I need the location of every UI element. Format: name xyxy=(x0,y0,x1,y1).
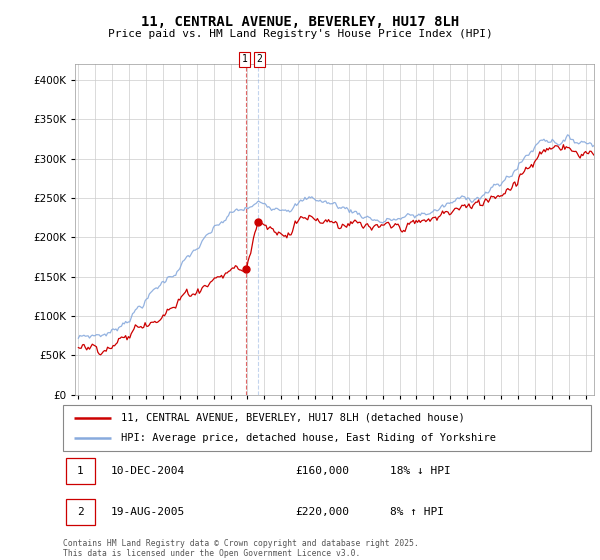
Text: 19-AUG-2005: 19-AUG-2005 xyxy=(110,507,185,517)
Text: 2: 2 xyxy=(257,54,263,64)
Text: £220,000: £220,000 xyxy=(295,507,349,517)
Text: 2: 2 xyxy=(77,507,83,517)
Text: 8% ↑ HPI: 8% ↑ HPI xyxy=(391,507,445,517)
FancyBboxPatch shape xyxy=(65,459,95,484)
FancyBboxPatch shape xyxy=(63,405,591,451)
Text: Contains HM Land Registry data © Crown copyright and database right 2025.
This d: Contains HM Land Registry data © Crown c… xyxy=(63,539,419,558)
Text: 11, CENTRAL AVENUE, BEVERLEY, HU17 8LH (detached house): 11, CENTRAL AVENUE, BEVERLEY, HU17 8LH (… xyxy=(121,413,465,423)
Text: HPI: Average price, detached house, East Riding of Yorkshire: HPI: Average price, detached house, East… xyxy=(121,433,496,443)
Text: Price paid vs. HM Land Registry's House Price Index (HPI): Price paid vs. HM Land Registry's House … xyxy=(107,29,493,39)
Text: 1: 1 xyxy=(241,54,247,64)
FancyBboxPatch shape xyxy=(65,499,95,525)
Text: 18% ↓ HPI: 18% ↓ HPI xyxy=(391,466,451,477)
Text: 1: 1 xyxy=(77,466,83,477)
Text: 11, CENTRAL AVENUE, BEVERLEY, HU17 8LH: 11, CENTRAL AVENUE, BEVERLEY, HU17 8LH xyxy=(141,15,459,29)
Text: £160,000: £160,000 xyxy=(295,466,349,477)
Text: 10-DEC-2004: 10-DEC-2004 xyxy=(110,466,185,477)
